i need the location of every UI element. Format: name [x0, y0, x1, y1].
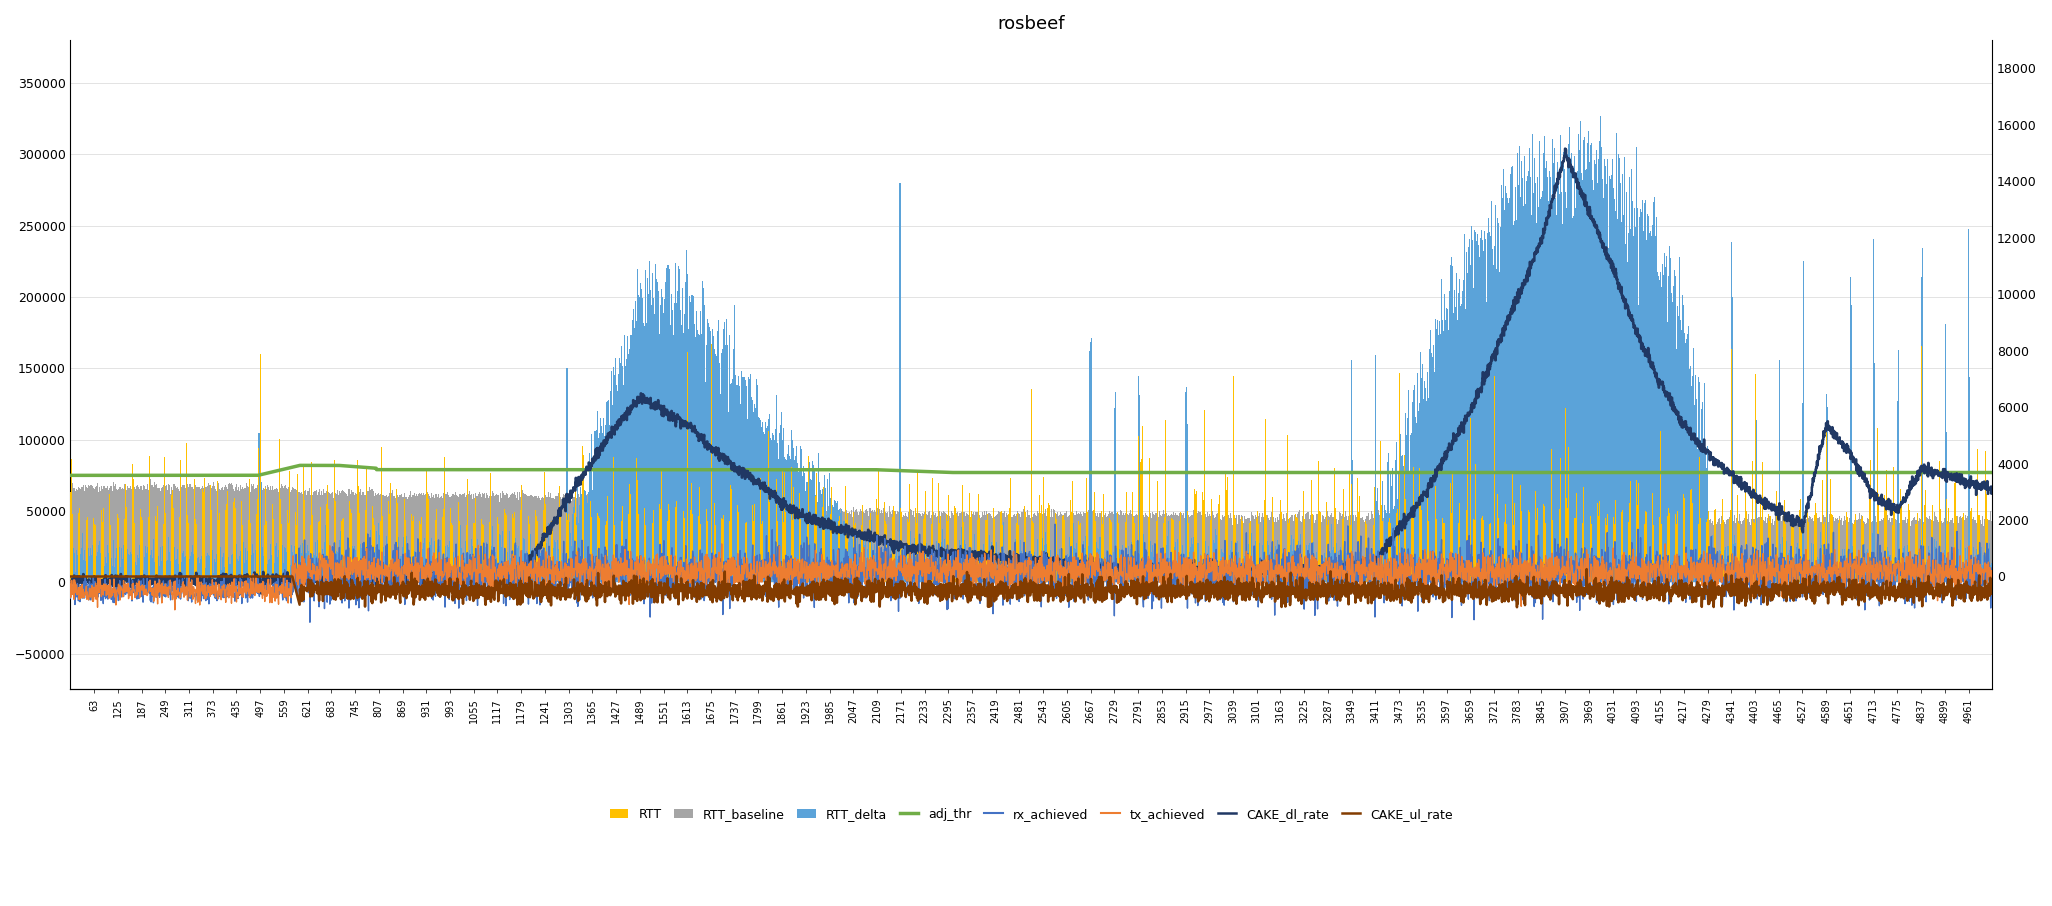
Title: rosbeef: rosbeef [997, 15, 1065, 33]
Legend: RTT, RTT_baseline, RTT_delta, adj_thr, rx_achieved, tx_achieved, CAKE_dl_rate, C: RTT, RTT_baseline, RTT_delta, adj_thr, r… [605, 803, 1459, 826]
